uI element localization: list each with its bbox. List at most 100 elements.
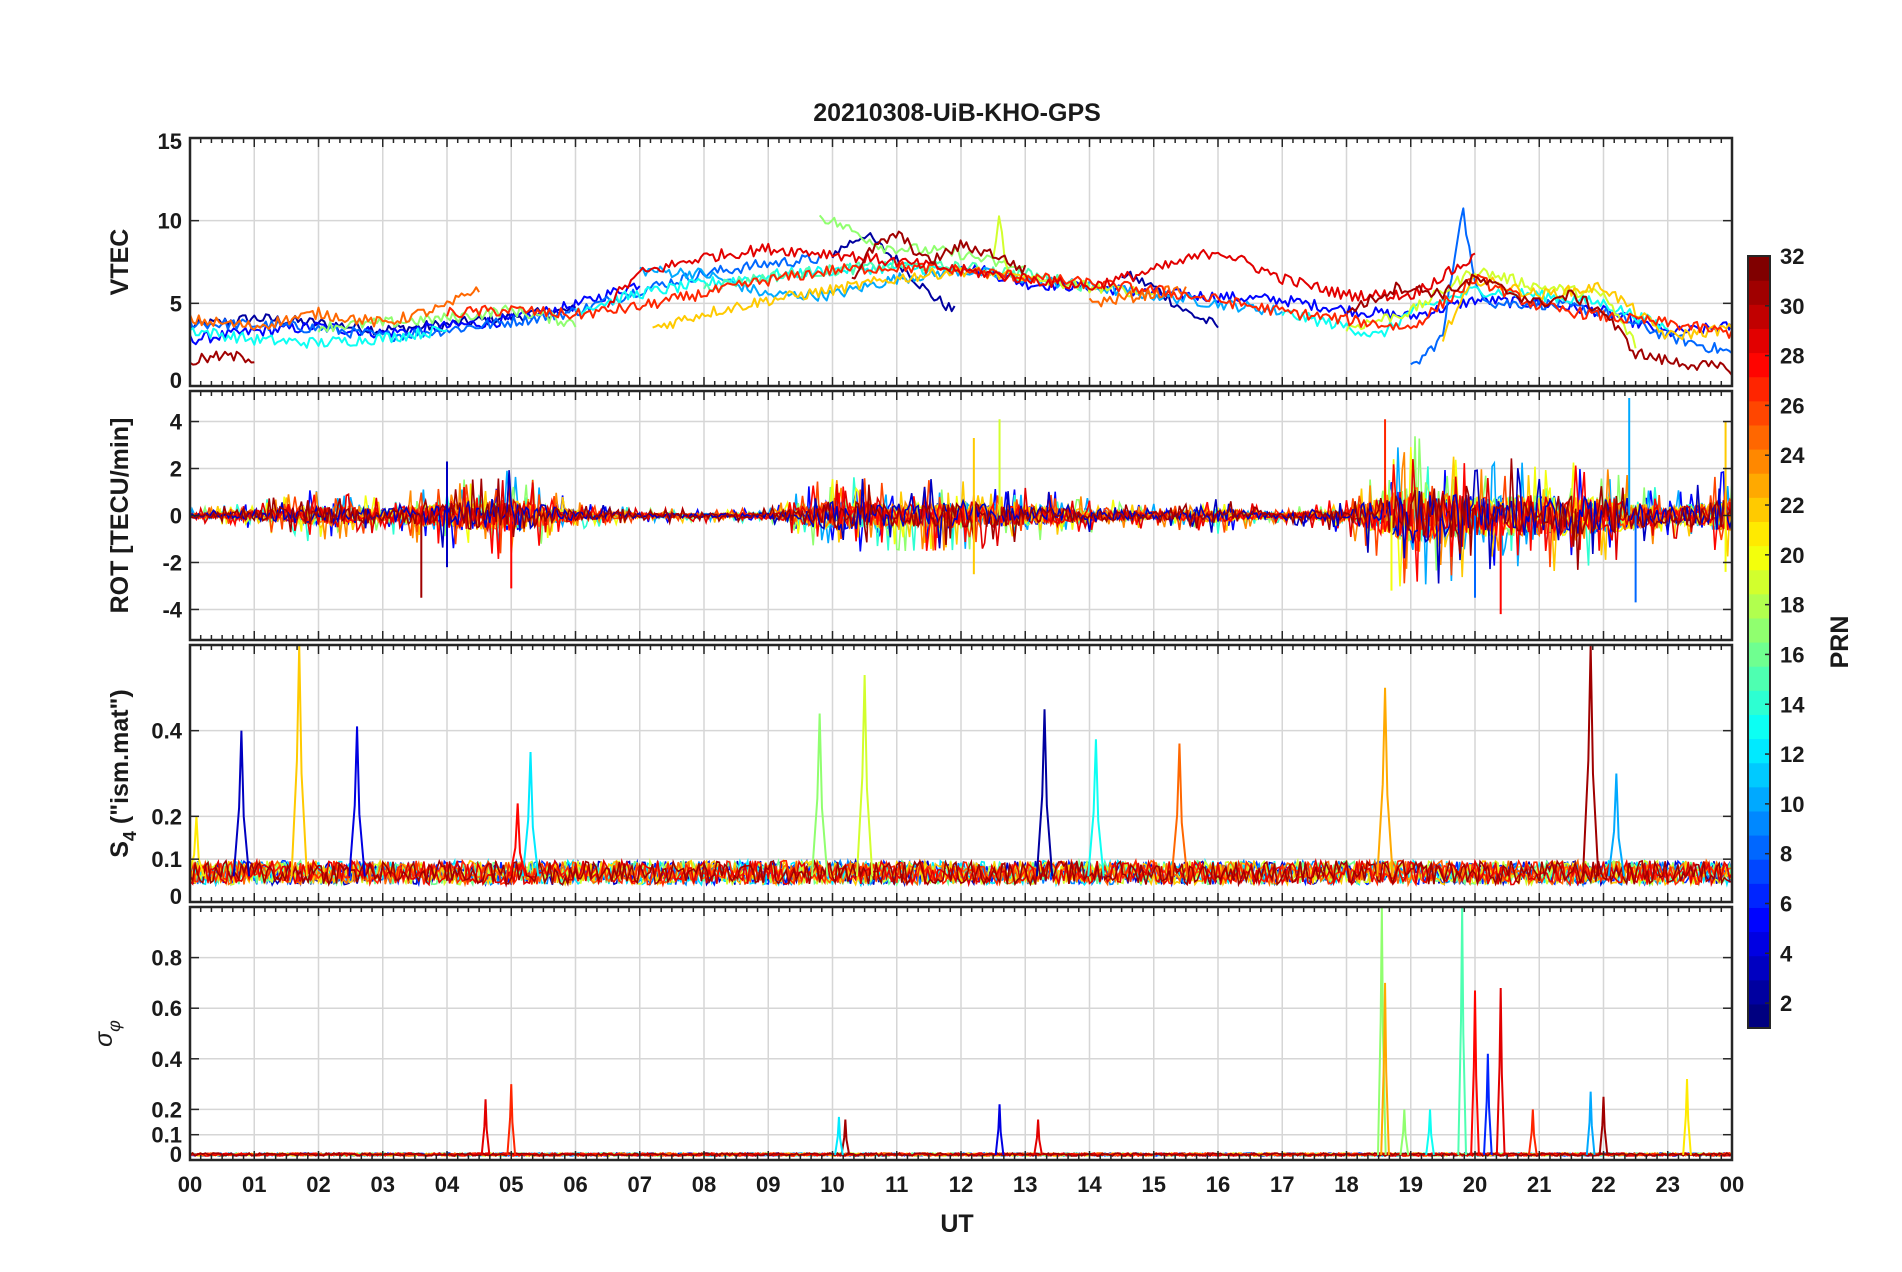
- panel-vtec: 0 5 10 15 VTEC: [106, 129, 1734, 393]
- spike-prn-23: [1380, 982, 1390, 1155]
- x-tick-label: 00: [178, 1172, 202, 1197]
- spike-prn-17: [1399, 1109, 1410, 1156]
- series-line-prn-27: [446, 261, 1732, 339]
- y-tick-label: 2: [170, 457, 182, 482]
- colorbar-swatch: [1748, 497, 1770, 522]
- colorbar-tick-label: 6: [1780, 891, 1792, 916]
- x-tick-label: 22: [1591, 1172, 1615, 1197]
- colorbar-tick-label: 16: [1780, 642, 1804, 667]
- colorbar-swatch: [1748, 473, 1770, 498]
- spike-prn-17: [810, 713, 829, 877]
- colorbar-swatch: [1748, 1003, 1770, 1029]
- colorbar-swatch: [1748, 617, 1770, 643]
- spike-prn-28: [1470, 990, 1480, 1155]
- x-ticks: [189, 907, 1733, 1161]
- spike-prn-3: [232, 730, 251, 877]
- spike-prn-4: [348, 726, 366, 877]
- colorbar-tick-label: 14: [1780, 692, 1805, 717]
- x-tick-label: 11: [885, 1172, 908, 1197]
- series-line-prn-22: [1441, 274, 1732, 342]
- x-tick-label: 17: [1270, 1172, 1294, 1197]
- spike-prn-29: [1033, 1119, 1043, 1156]
- y-axis-label: VTEC: [106, 229, 134, 296]
- colorbar-swatch: [1748, 593, 1770, 619]
- colorbar-swatch: [1748, 400, 1770, 426]
- y-axis-label: ROT [TECU/min]: [106, 418, 134, 614]
- colorbar-box: [1747, 255, 1771, 1029]
- spike-prn-27: [1527, 1109, 1538, 1156]
- series-line-prn-13: [1281, 285, 1669, 338]
- spike-prn-12: [834, 1116, 844, 1156]
- x-tick-label: 09: [756, 1172, 780, 1197]
- spike-prn-4: [994, 1104, 1005, 1156]
- y-tick-label: 5: [170, 291, 182, 316]
- x-tick-label: 06: [563, 1172, 587, 1197]
- colorbar-tick-label: 12: [1780, 742, 1804, 767]
- plot-area: [190, 645, 1732, 888]
- y-tick-label: 0.4: [151, 1047, 182, 1072]
- series-line-prn-29: [190, 857, 1732, 888]
- y-tick-label: 0.1: [151, 1123, 182, 1148]
- y-tick-label: 0: [170, 368, 182, 393]
- x-tick-label: 01: [242, 1172, 266, 1197]
- plot-area: [190, 207, 1732, 376]
- x-tick-label: 14: [1077, 1172, 1102, 1197]
- spike-prn-25: [1170, 743, 1189, 877]
- colorbar-tick-label: 30: [1780, 294, 1804, 319]
- series-line-prn-2: [190, 304, 577, 336]
- spike-prn-28: [508, 803, 527, 877]
- x-tick-label: 23: [1656, 1172, 1680, 1197]
- x-tick-label: 00: [1720, 1172, 1744, 1197]
- colorbar-swatch: [1748, 424, 1770, 450]
- y-tick-label: 0.1: [151, 847, 182, 872]
- panel-sigma_phi: 00.10.2 0.4 0.6 0.8 σφ: [90, 905, 1734, 1167]
- series-line-prn-31: [1346, 273, 1732, 376]
- x-tick-label: 19: [1399, 1172, 1423, 1197]
- series-line-prn-17: [317, 304, 577, 333]
- colorbar-tick-label: 28: [1780, 344, 1804, 369]
- colorbar-tick-label: 2: [1780, 991, 1792, 1016]
- panel-rot: -4 -2 0 2 4 ROT [TECU/min]: [106, 389, 1734, 642]
- spike-prn-6: [1482, 1053, 1493, 1155]
- colorbar-swatch: [1748, 979, 1770, 1005]
- colorbar-swatch: [1748, 304, 1770, 329]
- y-tick-label: 0.2: [151, 804, 182, 829]
- series-line-prn-13: [190, 325, 448, 349]
- spike-prn-19: [855, 674, 874, 877]
- colorbar-tick-label: 4: [1780, 941, 1793, 966]
- colorbar-swatch: [1748, 376, 1770, 402]
- y-tick-label: 0.6: [151, 996, 182, 1021]
- x-tick-label: 18: [1334, 1172, 1358, 1197]
- y-tick-label: 0.4: [151, 719, 182, 744]
- colorbar-swatch: [1748, 859, 1770, 884]
- x-tick-label: 08: [692, 1172, 716, 1197]
- spike-prn-2: [1035, 709, 1054, 877]
- spike-prn-12: [521, 752, 540, 877]
- colorbar-swatch: [1748, 280, 1770, 305]
- colorbar-swatch: [1748, 786, 1770, 812]
- colorbar-tick-label: 22: [1780, 493, 1804, 518]
- colorbar-swatch: [1748, 521, 1770, 547]
- x-tick-label: 07: [628, 1172, 652, 1197]
- colorbar-swatch: [1748, 931, 1770, 957]
- x-tick-label: 12: [949, 1172, 973, 1197]
- series-line-prn-2: [1121, 270, 1219, 329]
- spike-prn-10: [1585, 1091, 1596, 1156]
- y-tick-label: 0: [170, 884, 182, 909]
- x-ticks: [189, 645, 1733, 903]
- spike-prn-27: [506, 1084, 517, 1156]
- x-tick-label: 10: [820, 1172, 844, 1197]
- colorbar-swatch: [1748, 545, 1770, 571]
- x-axis: UT 00 01 02 03 04 05 06 07 08 09 10 11 12 13 14 15 16 17 1…: [178, 1172, 1744, 1238]
- spike-prn-22: [290, 645, 308, 877]
- x-tick-label: 02: [306, 1172, 330, 1197]
- spike-prn-13: [1087, 739, 1105, 877]
- spike-prn-13: [1425, 1109, 1435, 1156]
- series-line-prn-17: [818, 214, 1026, 270]
- plot-area: [190, 398, 1732, 615]
- colorbar-swatch: [1748, 883, 1770, 908]
- series-line-prn-8: [190, 254, 821, 343]
- y-tick-label: -2: [162, 550, 182, 575]
- series-line-prn-31: [190, 350, 255, 366]
